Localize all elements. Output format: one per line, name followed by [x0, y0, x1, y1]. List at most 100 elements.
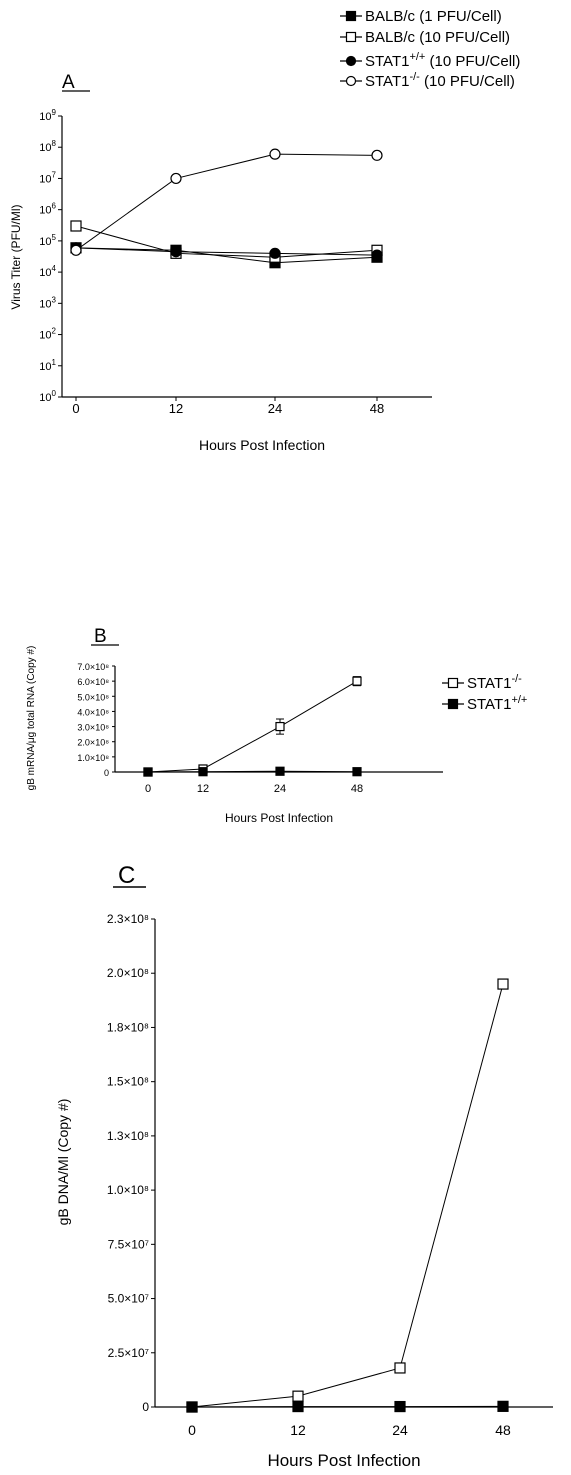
chart-a-y-tick-label: 105 — [39, 233, 56, 248]
chart-a-legend-item-marker — [345, 31, 357, 43]
chart-a-legend-item: BALB/c (1 PFU/Cell) — [340, 8, 502, 25]
chart-a-y-tick-label: 101 — [39, 358, 56, 373]
chart-a-legend-item-label-rest: (10 PFU/Cell) — [415, 29, 510, 46]
chart-a-y-tick-base: 10 — [39, 392, 51, 404]
chart-c-x-tick-label: 0 — [188, 1422, 196, 1438]
chart-b-x-axis-title: Hours Post Infection — [225, 811, 333, 825]
chart-a-legend-item-label-main: BALB/c — [365, 29, 416, 46]
chart-c-x-tick-label: 12 — [290, 1422, 306, 1438]
chart-a-legend-item-marker — [345, 75, 357, 87]
chart-a-y-tick-exponent: 3 — [52, 295, 57, 304]
chart-a-legend-item-label-main: STAT1 — [365, 73, 409, 90]
chart-a-y-tick-label: 104 — [39, 264, 56, 279]
chart-a-legend-item: STAT1+/+ (10 PFU/Cell) — [340, 51, 520, 70]
chart-a-data-point — [70, 244, 82, 256]
chart-c-y-tick-label: 0 — [142, 1400, 149, 1414]
chart-b-data-point — [352, 676, 362, 686]
chart-c-y-axis-title: gB DNA/Ml (Copy #) — [55, 1099, 71, 1226]
chart-b-x-tick-label: 12 — [197, 783, 209, 795]
chart-a-data-point — [371, 149, 383, 161]
chart-b-legend-item-marker — [447, 677, 459, 689]
chart-c-y-tick-label: 1.3×10⁸ — [107, 1129, 149, 1143]
chart-a-x-tick-label: 24 — [268, 401, 282, 416]
chart-c-x-axis-title: Hours Post Infection — [267, 1451, 420, 1470]
chart-a-y-axis-title: Virus Titer (PFU/Ml) — [9, 204, 23, 309]
chart-a-x-tick-label: 0 — [72, 401, 79, 416]
chart-a-legend-item-label-superscript: +/+ — [409, 51, 425, 63]
chart-a-x-axis-title: Hours Post Infection — [199, 437, 325, 453]
chart-a-panel-label: A — [62, 72, 75, 93]
chart-b-legend: STAT1-/-STAT1+/+ — [442, 673, 527, 713]
chart-b-y-tick-label: 2.0×10⁸ — [77, 738, 109, 748]
chart-a-data-point — [170, 246, 182, 258]
chart-b: B 0 1.0×10⁸ 2.0×10⁸ 3.0×10⁸ 4.0×10⁸ 5.0×10⁸ 6.… — [26, 626, 527, 825]
chart-a-y-tick-exponent: 2 — [52, 327, 57, 336]
chart-a-legend-item-label-rest: (1 PFU/Cell) — [415, 8, 502, 25]
chart-a-series-line — [75, 247, 378, 256]
chart-b-legend-item-label-superscript: +/+ — [511, 694, 527, 706]
chart-c-series-line — [191, 983, 504, 1408]
chart-a-y-tick-exponent: 6 — [52, 202, 57, 211]
chart-a-y-tick-label: 107 — [39, 170, 56, 185]
chart-c-series-line — [191, 1405, 504, 1408]
chart-c-x-tick-label: 24 — [392, 1422, 408, 1438]
chart-c-data-point — [186, 1401, 198, 1413]
chart-b-legend-item: STAT1-/- — [442, 673, 522, 692]
chart-b-x-tick-label: 24 — [274, 783, 286, 795]
chart-a-legend: BALB/c (1 PFU/Cell)BALB/c (10 PFU/Cell)S… — [340, 8, 520, 90]
chart-b-legend-item-label-main: STAT1 — [467, 696, 511, 713]
chart-a-x-tick-label: 12 — [169, 401, 183, 416]
chart-b-y-tick-label: 1.0×10⁸ — [77, 753, 109, 763]
chart-a-data-point — [269, 148, 281, 160]
chart-c-data-point — [394, 1362, 406, 1374]
chart-b-y-tick-label: 6.0×10⁸ — [77, 677, 109, 687]
chart-b-legend-item-label: STAT1+/+ — [467, 694, 527, 713]
chart-b-y-tick-label: 3.0×10⁸ — [77, 723, 109, 733]
chart-a-series-line — [75, 247, 378, 264]
chart-b-panel-label: B — [94, 626, 107, 647]
chart-a-legend-item-label-rest: (10 PFU/Cell) — [420, 73, 515, 90]
chart-b-legend-item-label: STAT1-/- — [467, 673, 522, 692]
chart-c: C 0 2.5×10⁷ 5.0×10⁷ 7.5×10⁷ 1.0×10⁸ 1.3×10⁸ 1.… — [55, 862, 553, 1470]
chart-c-y-tick-label: 2.0×10⁸ — [107, 966, 149, 980]
chart-a-data-point — [70, 220, 82, 232]
chart-b-legend-item-label-main: STAT1 — [467, 675, 511, 692]
chart-a-y-tick-label: 106 — [39, 202, 56, 217]
chart-c-data-point — [497, 1400, 509, 1412]
chart-c-x-tick-label: 48 — [495, 1422, 511, 1438]
chart-b-legend-item: STAT1+/+ — [442, 694, 527, 713]
chart-a-legend-item-label: STAT1+/+ (10 PFU/Cell) — [365, 51, 520, 70]
chart-c-y-tick-label: 1.0×10⁸ — [107, 1183, 149, 1197]
chart-b-data-point — [275, 766, 285, 776]
chart-b-series-line — [147, 680, 358, 773]
chart-a-legend-item-label-superscript: -/- — [409, 71, 420, 83]
chart-b-data-point — [275, 721, 285, 732]
chart-a-x-tick-label: 48 — [370, 401, 384, 416]
chart-c-y-tick-label: 7.5×10⁷ — [108, 1237, 149, 1251]
chart-b-y-tick-label: 0 — [104, 768, 109, 778]
chart-b-data-point — [143, 767, 153, 777]
chart-c-data-point — [394, 1400, 406, 1413]
chart-b-y-axis-title: gB mRNA/μg total RNA (Copy #) — [26, 646, 37, 791]
chart-b-legend-item-marker — [447, 698, 459, 710]
chart-b-data-point — [198, 767, 208, 777]
chart-c-y-tick-label: 1.8×10⁸ — [107, 1020, 149, 1034]
chart-c-y-tick-label: 5.0×10⁷ — [108, 1292, 149, 1306]
chart-b-x-tick-label: 48 — [351, 783, 363, 795]
chart-a-legend-item-label: BALB/c (1 PFU/Cell) — [365, 8, 502, 25]
chart-a-y-tick-exponent: 5 — [52, 233, 57, 242]
chart-a-y-tick-base: 10 — [39, 330, 51, 342]
chart-c-y-tick-label: 2.3×10⁸ — [107, 912, 149, 926]
chart-a-y-tick-label: 100 — [39, 389, 56, 404]
chart-c-panel-label: C — [118, 862, 135, 889]
chart-b-x-tick-label: 0 — [145, 783, 151, 795]
chart-a-data-point — [371, 249, 383, 261]
chart-a-y-tick-base: 10 — [39, 173, 51, 185]
chart-a-legend-item-label: STAT1-/- (10 PFU/Cell) — [365, 71, 515, 90]
chart-c-data-point — [292, 1400, 304, 1413]
chart-b-series-line — [147, 770, 358, 773]
chart-b-legend-item-label-superscript: -/- — [511, 673, 522, 685]
chart-a-legend-item-label-rest: (10 PFU/Cell) — [425, 53, 520, 70]
